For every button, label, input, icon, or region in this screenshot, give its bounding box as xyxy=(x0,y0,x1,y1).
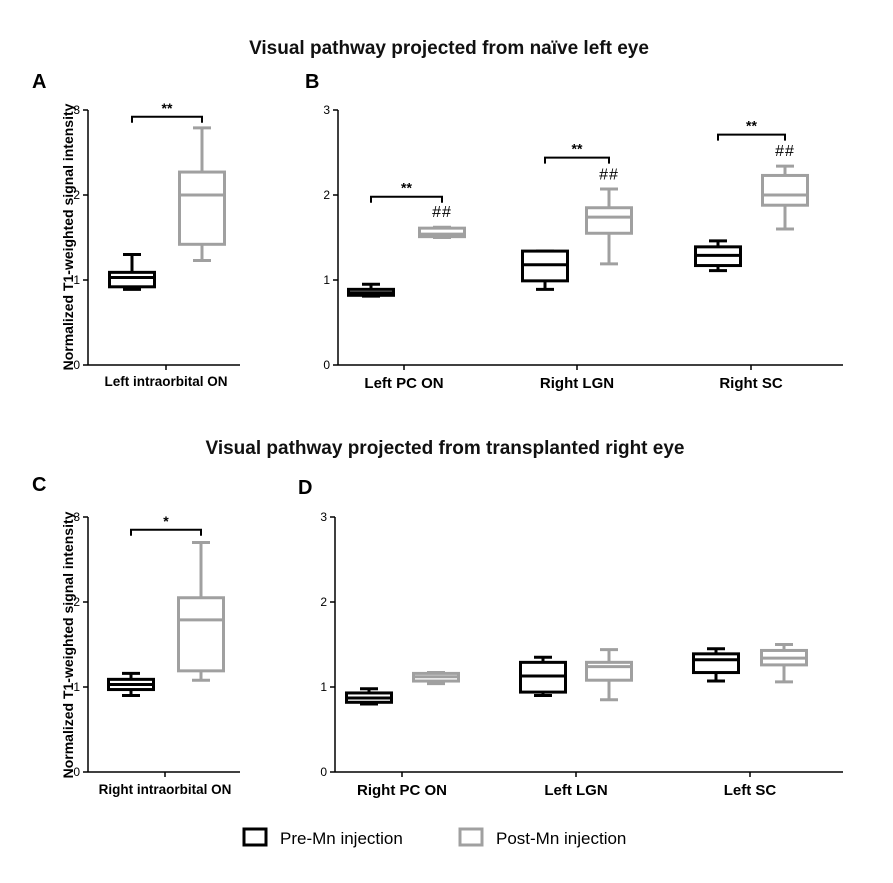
significance-bracket xyxy=(544,156,610,164)
y-tick-label: 2 xyxy=(73,188,80,202)
top-title: Visual pathway projected from naïve left… xyxy=(249,38,649,59)
significance-label: * xyxy=(163,513,169,529)
box-pre-0 xyxy=(108,253,156,291)
legend-post-swatch xyxy=(458,827,484,847)
category-label: Right SC xyxy=(719,375,782,392)
hash-label: ## xyxy=(775,143,795,160)
panel-c: C 0 1 2 3 Right intraorbital ON Normalized T1-… xyxy=(32,474,240,797)
significance-label: ** xyxy=(162,100,173,116)
box-pre-2 xyxy=(694,239,742,273)
box-iqr xyxy=(108,270,156,289)
category-label: Right intraorbital ON xyxy=(99,782,232,797)
panel-label-b: B xyxy=(305,71,319,93)
category-label: Left intraorbital ON xyxy=(104,374,227,389)
box-pre-2 xyxy=(692,647,740,683)
panel-d: D 0 1 2 3 Right PC ON Left LGN Left SC xyxy=(298,477,843,799)
y-tick-label: 0 xyxy=(320,765,327,779)
y-axis-label: Normalized T1-weighted signal intensity xyxy=(60,103,76,370)
category-label: Left PC ON xyxy=(364,375,443,392)
y-tick-label: 1 xyxy=(73,273,80,287)
y-tick-label: 1 xyxy=(320,680,327,694)
category-label: Right LGN xyxy=(540,375,614,392)
panel-a: A 0 1 2 3 Left intraorbital ON Normalized T1-w… xyxy=(32,71,240,389)
legend-pre-label: Pre-Mn injection xyxy=(280,829,403,848)
box-iqr xyxy=(585,206,633,235)
significance-bracket xyxy=(717,133,786,141)
box-post-0 xyxy=(418,225,466,239)
panel-label-c: C xyxy=(32,474,46,496)
y-tick-label: 0 xyxy=(323,358,330,372)
bottom-title: Visual pathway projected from transplant… xyxy=(206,438,685,459)
y-tick-label: 3 xyxy=(323,103,330,117)
y-tick-label: 1 xyxy=(323,273,330,287)
panel-label-a: A xyxy=(32,71,46,93)
box-iqr xyxy=(177,596,225,673)
y-tick-label: 0 xyxy=(73,358,80,372)
box-post-0 xyxy=(412,671,460,686)
category-label: Left LGN xyxy=(544,782,607,799)
box-post-1 xyxy=(585,187,633,266)
box-pre-0 xyxy=(347,282,395,298)
significance-label: ** xyxy=(572,141,583,157)
box-pre-0 xyxy=(345,687,393,706)
hash-label: ## xyxy=(599,167,619,184)
box-iqr xyxy=(761,173,809,207)
hash-label: ## xyxy=(432,204,452,221)
y-tick-label: 1 xyxy=(73,680,80,694)
y-tick-label: 3 xyxy=(320,510,327,524)
box-pre-0 xyxy=(107,671,155,697)
category-label: Right PC ON xyxy=(357,782,447,799)
legend-post-label: Post-Mn injection xyxy=(496,829,626,848)
significance-bracket xyxy=(130,528,202,536)
box-iqr xyxy=(585,660,633,682)
y-tick-label: 2 xyxy=(73,595,80,609)
significance-label: ** xyxy=(401,180,412,196)
box-iqr xyxy=(692,652,740,675)
legend: Pre-Mn injection Post-Mn injection xyxy=(242,827,626,848)
panel-label-d: D xyxy=(298,477,312,499)
box-post-2 xyxy=(761,164,809,231)
box-post-2 xyxy=(760,643,808,684)
significance-bracket xyxy=(131,115,203,123)
box-pre-1 xyxy=(519,655,567,697)
box-iqr xyxy=(178,170,226,246)
legend-pre-swatch xyxy=(242,827,268,847)
box-post-0 xyxy=(178,126,226,262)
y-axis-label: Normalized T1-weighted signal intensity xyxy=(60,511,76,778)
significance-bracket xyxy=(370,195,443,203)
y-tick-label: 0 xyxy=(73,765,80,779)
y-tick-label: 2 xyxy=(320,595,327,609)
y-tick-label: 2 xyxy=(323,188,330,202)
significance-label: ** xyxy=(746,118,757,134)
box-iqr xyxy=(418,226,466,239)
box-post-1 xyxy=(585,648,633,702)
box-post-0 xyxy=(177,541,225,682)
panel-b: B 0 1 2 3 Left PC ON Right LGN Right SC ** ** ** ##… xyxy=(305,71,843,392)
category-label: Left SC xyxy=(724,782,777,799)
box-pre-1 xyxy=(521,249,569,291)
y-tick-label: 3 xyxy=(73,103,80,117)
y-tick-label: 3 xyxy=(73,510,80,524)
